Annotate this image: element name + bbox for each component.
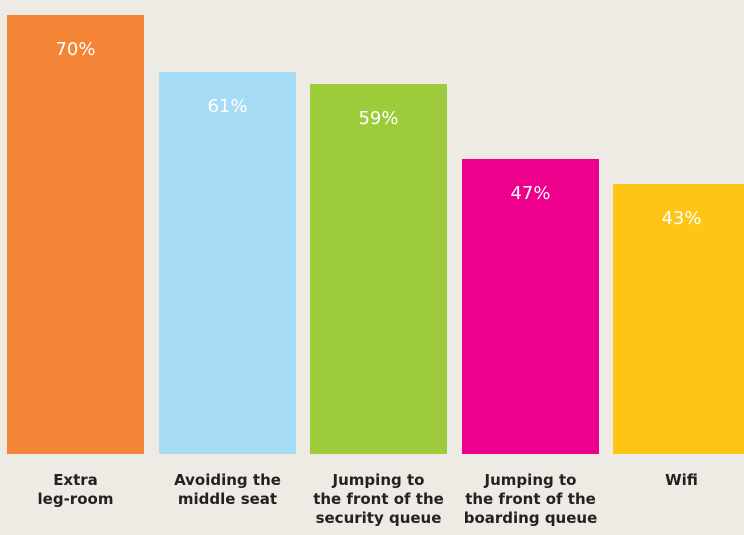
- bar-value-label: 70%: [55, 39, 96, 60]
- bar-4: [462, 159, 599, 454]
- bar-3: [310, 84, 447, 454]
- bar-value-label: 43%: [661, 208, 702, 229]
- bar-value-label: 61%: [207, 96, 248, 117]
- category-label: Jumping to the front of the boarding queue: [456, 471, 606, 528]
- category-label-line: middle seat: [177, 490, 278, 508]
- bar-5: [613, 184, 744, 454]
- category-label-line: Jumping to: [332, 471, 425, 489]
- category-label-line: leg-room: [37, 490, 114, 508]
- category-label-line: Wifi: [665, 471, 698, 489]
- category-label-line: the front of the: [313, 490, 444, 508]
- bar-2: [159, 72, 296, 454]
- bar-1: [7, 15, 144, 454]
- category-label-line: boarding queue: [463, 509, 598, 527]
- category-label-line: Jumping to: [484, 471, 577, 489]
- category-label-line: Avoiding the: [174, 471, 281, 489]
- category-label-line: security queue: [315, 509, 442, 527]
- category-label-line: Extra: [53, 471, 98, 489]
- category-label: Wifi: [607, 471, 744, 490]
- category-label: Jumping to the front of the security queue: [304, 471, 454, 528]
- category-label: Extra leg-room: [1, 471, 151, 509]
- bar-value-label: 47%: [510, 183, 551, 204]
- category-label: Avoiding the middle seat: [153, 471, 303, 509]
- category-label-line: the front of the: [465, 490, 596, 508]
- bar-value-label: 59%: [358, 108, 399, 129]
